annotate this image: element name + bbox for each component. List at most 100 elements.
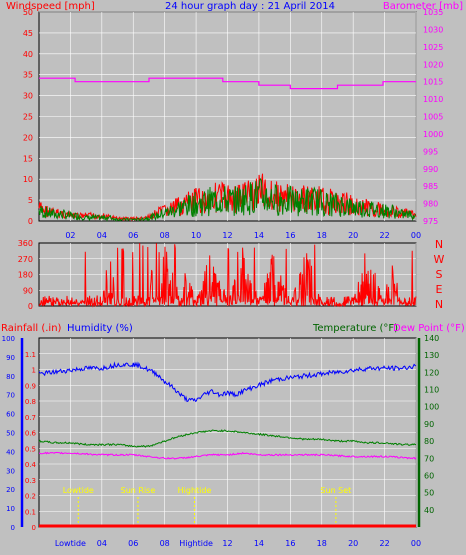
temperature-tick-label: 60	[424, 471, 434, 480]
x-tick-label: 22	[379, 539, 389, 548]
x-tick-label: 18	[317, 231, 327, 240]
temperature-tick-label: 40	[424, 506, 434, 515]
x-tick-label: 20	[348, 539, 358, 548]
wind-direction-line	[38, 243, 417, 308]
x-tick-label: 08	[160, 539, 170, 548]
right-tick-label: 1010	[423, 95, 443, 104]
left-tick-label: 0	[28, 217, 33, 226]
humidity-tick-label: 0	[11, 524, 15, 532]
rain-tick-label: 0.7	[25, 414, 36, 422]
rain-tick-label: 0.3	[25, 477, 36, 485]
rain-tick-label: 0.8	[25, 398, 36, 406]
temperature-tick-label: 80	[424, 437, 434, 446]
left-tick-label: 45	[23, 29, 33, 38]
humidity-tick-label: 80	[6, 373, 15, 381]
rain-tick-label: 0.5	[25, 445, 36, 453]
temperature-tick-label: 90	[424, 420, 434, 429]
left-tick-label: 50	[23, 8, 33, 17]
direction-tick-label: 360	[18, 239, 33, 248]
x-tick-label: 02	[65, 231, 75, 240]
rain-tick-label: 0.6	[25, 430, 37, 438]
right-tick-label: 980	[423, 200, 438, 209]
rain-tick-label: 0.9	[25, 382, 36, 390]
barometer-line	[39, 77, 416, 90]
humidity-tick-label: 20	[6, 486, 15, 494]
x-tick-label: 22	[379, 231, 389, 240]
right-tick-label: 1035	[423, 8, 443, 17]
left-axis-label: Windspeed [mph]	[6, 1, 95, 12]
humidity-tick-label: 30	[6, 467, 15, 475]
rain-tick-label: 0.1	[25, 508, 36, 516]
x-tick-label: 00	[411, 539, 421, 548]
right-tick-label: 1015	[423, 78, 443, 87]
right-tick-label: 995	[423, 147, 438, 156]
rain-tick-label: 0.4	[25, 461, 37, 469]
dew-point-label: Dew Point (°F)	[393, 323, 465, 334]
left-tick-label: 30	[23, 92, 33, 101]
right-tick-label: 1020	[423, 60, 443, 69]
compass-label: S	[436, 268, 443, 281]
right-tick-label: 1000	[423, 130, 443, 139]
left-tick-label: 25	[23, 113, 33, 122]
temperature-tick-label: 50	[424, 489, 434, 498]
rainfall-label: Rainfall (.in)	[1, 323, 62, 334]
x-tick-label: 12	[222, 539, 232, 548]
wind-average-line	[38, 177, 416, 222]
left-tick-label: 35	[23, 71, 33, 80]
x-tick-label: 16	[285, 231, 295, 240]
humidity-tick-label: 40	[6, 448, 15, 456]
humidity-tick-label: 100	[2, 335, 15, 343]
humidity-label: Humidity (%)	[67, 323, 133, 334]
x-tick-label: 10	[191, 231, 201, 240]
temperature-tick-label: 110	[424, 386, 439, 395]
rain-tick-label: 0.2	[25, 493, 36, 501]
right-tick-label: 990	[423, 165, 438, 174]
temperature-tick-label: 100	[424, 403, 439, 412]
humidity-tick-label: 70	[6, 392, 15, 400]
humidity-tick-label: 50	[6, 430, 15, 438]
event-label: Lowtide	[63, 486, 94, 495]
x-tick-label: 06	[128, 231, 138, 240]
x-tick-label: Lowtide	[55, 539, 86, 548]
right-tick-label: 1025	[423, 43, 443, 52]
event-label: Sun Set	[320, 486, 351, 495]
humidity-tick-label: 10	[6, 505, 15, 513]
temperature-label: Temperature (°F)	[312, 323, 398, 334]
x-tick-label: 04	[97, 231, 107, 240]
event-label: Hightide	[178, 486, 212, 495]
x-tick-label: 18	[317, 539, 327, 548]
temperature-tick-label: 120	[424, 368, 439, 377]
compass-label: E	[436, 283, 443, 296]
humidity-line	[38, 361, 417, 403]
x-tick-label: 04	[97, 539, 107, 548]
right-tick-label: 985	[423, 182, 438, 191]
left-tick-label: 15	[23, 154, 33, 163]
dew-point-line	[38, 451, 417, 460]
rain-tick-label: 1	[32, 367, 36, 375]
right-axis-label: Barometer [mb]	[383, 1, 463, 12]
compass-label: N	[435, 238, 443, 251]
temperature-tick-label: 130	[424, 351, 439, 360]
x-tick-label: 14	[254, 539, 264, 548]
x-tick-label: 06	[128, 539, 138, 548]
x-tick-label: 20	[348, 231, 358, 240]
left-tick-label: 5	[28, 196, 33, 205]
temperature-tick-label: 140	[424, 334, 439, 343]
humidity-tick-label: 90	[6, 354, 15, 362]
x-tick-label: 14	[254, 231, 264, 240]
chart-title: 24 hour graph day : 21 April 2014	[165, 1, 335, 12]
direction-tick-label: 90	[23, 286, 33, 295]
left-tick-label: 20	[23, 133, 33, 142]
rain-tick-label: 0	[32, 524, 36, 532]
compass-label: W	[434, 253, 445, 266]
right-tick-label: 1005	[423, 113, 443, 122]
right-tick-label: 1030	[423, 25, 443, 34]
temperature-line	[38, 429, 417, 448]
right-tick-label: 975	[423, 217, 438, 226]
compass-label: N	[435, 298, 443, 311]
x-tick-label: 16	[285, 539, 295, 548]
humidity-tick-label: 60	[6, 411, 15, 419]
x-tick-label: 00	[411, 231, 421, 240]
x-tick-label: 12	[222, 231, 232, 240]
rain-tick-label: 1.1	[25, 351, 36, 359]
